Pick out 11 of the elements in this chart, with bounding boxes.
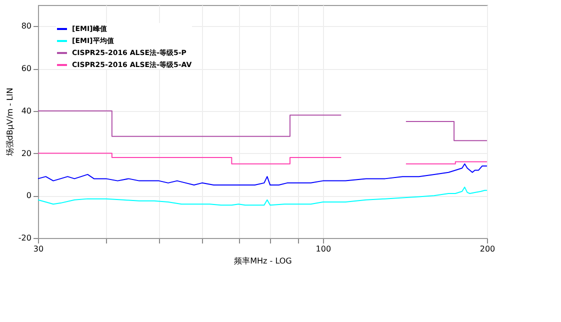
y-tick-label: 80 (21, 22, 32, 31)
y-axis-title: 场强dBμV/m - LIN (5, 88, 14, 158)
y-tick-label: 60 (21, 64, 32, 74)
x-tick-label: 200 (480, 244, 496, 254)
y-tick-label: -20 (18, 234, 32, 242)
x-tick-label: 100 (316, 244, 332, 254)
y-tick-label: 20 (21, 148, 32, 158)
x-axis-title: 频率MHz - LOG (234, 256, 292, 266)
y-tick-label: 0 (26, 191, 32, 200)
y-tick-label: 40 (21, 106, 32, 116)
x-tick-label: 30 (33, 244, 44, 254)
